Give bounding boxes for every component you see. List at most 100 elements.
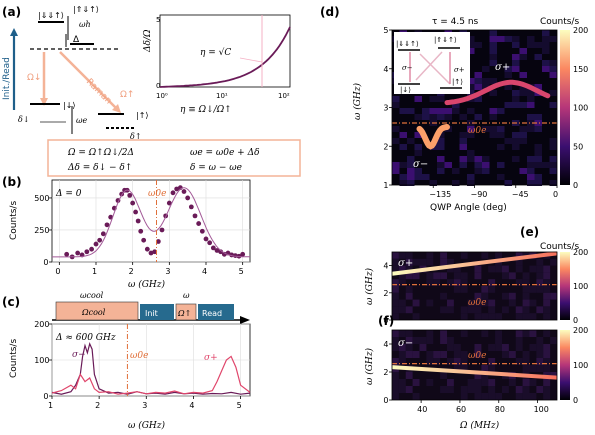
panel-d-noise-cell	[474, 114, 482, 120]
panel-f-noise-cell	[550, 337, 557, 344]
panel-b-point	[144, 246, 150, 252]
panel-d-cbar-tick: 0	[573, 181, 578, 190]
panel-f-noise-cell	[426, 358, 434, 365]
panel-d-noise-cell	[497, 174, 505, 180]
panel-e-noise-cell	[543, 279, 551, 286]
panel-f-plot: σ− ω0e ω (GHz) Ω (MHz) 40 60 80 100 0 2 4 0 10…	[364, 326, 588, 431]
panel-e-noise-cell	[522, 279, 530, 286]
panel-d-ylabel: ω (GHz)	[352, 83, 363, 120]
panel-d-noise-cell	[392, 96, 400, 102]
panel-d-noise-cell	[534, 144, 542, 150]
panel-d-noise-cell	[527, 180, 535, 186]
seq-read-block	[198, 304, 234, 320]
panel-d-noise-cell	[452, 168, 460, 174]
panel-d-noise-cell	[452, 108, 460, 114]
panel-d-cbar-tick: 150	[573, 65, 588, 74]
panel-d-xlabel: QWP Angle (deg)	[430, 203, 507, 213]
panel-e-ytick-label: 0	[383, 316, 388, 325]
panel-d-noise-cell	[519, 126, 527, 132]
panel-f-noise-cell	[474, 386, 482, 393]
panel-d-noise-cell	[489, 126, 497, 132]
panel-f-noise-cell	[502, 386, 509, 393]
panel-e-noise-cell	[522, 299, 530, 307]
panel-d-noise-cell	[549, 180, 557, 186]
init-read-label: Init./Read	[2, 57, 12, 100]
panel-d-noise-cell	[437, 168, 445, 174]
eq-delta-delta: Δδ = δ↓ − δ↑	[67, 163, 132, 173]
panel-d-noise-cell	[489, 108, 497, 114]
panel-b-point	[89, 246, 94, 252]
eq-omega-e: ωe = ω0e + Δδ	[190, 148, 260, 158]
panel-f-ytick-label: 4	[383, 340, 388, 349]
panel-b-point	[93, 241, 99, 247]
panel-e-noise-cell	[474, 306, 482, 314]
panel-f-noise-cell	[412, 351, 420, 358]
panel-d-noise-cell	[519, 102, 527, 108]
panel-d-noise-cell	[407, 108, 415, 114]
panel-e-noise-cell	[453, 272, 461, 280]
panel-d-ytick-label: 2	[383, 142, 388, 151]
panel-d-noise-cell	[422, 174, 430, 180]
panel-e-trace	[391, 251, 558, 276]
panel-f-noise-cell	[440, 386, 447, 393]
panel-f-noise-cell	[529, 365, 537, 372]
panel-d-cbar-tick: 100	[573, 104, 588, 113]
panel-d-noise-cell	[399, 108, 407, 114]
inset-annotation: η = √C	[200, 47, 231, 58]
panel-f-noise-cell	[392, 386, 399, 393]
panel-f-noise-cell	[522, 358, 530, 365]
panel-f-xlabel: Ω (MHz)	[459, 420, 500, 431]
panel-e-sigma: σ+	[398, 258, 413, 269]
panel-b-annotation: Δ = 0	[55, 189, 82, 199]
panel-f-noise-cell	[543, 365, 551, 372]
panel-d-noise-cell	[467, 174, 475, 180]
panel-f-xtick-label: 60	[456, 405, 466, 414]
panel-d-noise-cell	[512, 102, 520, 108]
panel-e-noise-cell	[536, 258, 544, 266]
panel-d-xtick-label: −135	[429, 190, 451, 199]
panel-d-noise-cell	[527, 156, 535, 162]
inset-ylabel: Δδ/Ω	[143, 29, 153, 53]
panel-d-noise-cell	[542, 42, 550, 48]
panel-f-noise-cell	[474, 351, 482, 358]
panel-e-noise-cell	[536, 265, 544, 273]
panel-e-noise-cell	[508, 299, 516, 307]
panel-d-noise-cell	[512, 144, 520, 150]
panel-e-noise-cell	[419, 258, 427, 266]
panel-e-noise-cell	[460, 272, 468, 280]
panel-d-noise-cell	[407, 168, 415, 174]
panel-e-noise-cell	[543, 292, 551, 300]
panel-c-ytick-label: 200	[34, 320, 49, 329]
panel-f-noise-cell	[508, 379, 516, 386]
seq-init-block	[140, 304, 174, 320]
panel-d-noise-cell	[549, 90, 557, 96]
delta-up-label: δ↑	[130, 132, 142, 141]
panel-d-noise-cell	[437, 96, 445, 102]
panel-f-noise-cell	[515, 393, 523, 400]
panel-d-noise-cell	[534, 150, 542, 156]
eq-delta: δ = ω − ωe	[190, 163, 242, 173]
panel-f-noise-cell	[460, 358, 468, 365]
panel-d-noise-cell	[534, 54, 542, 60]
panel-d-noise-cell	[459, 144, 467, 150]
panel-e-noise-cell	[502, 265, 509, 273]
panel-e-ylabel: ω (GHz)	[364, 268, 375, 305]
panel-c-xlabel: ω (GHz)	[128, 420, 165, 431]
panel-f-noise-cell	[447, 358, 454, 365]
panel-d-noise-cell	[407, 138, 415, 144]
panel-d-noise-cell	[512, 138, 520, 144]
panel-f-noise-cell	[474, 372, 482, 379]
panel-d-noise-cell	[429, 108, 437, 114]
panel-e-noise-cell	[405, 286, 413, 293]
panel-b-point	[155, 239, 161, 244]
panel-f-ylabel: ω (GHz)	[364, 348, 375, 385]
panel-e-noise-cell	[522, 286, 530, 293]
panel-e-noise-cell	[405, 258, 413, 266]
panel-e-noise-cell	[412, 272, 420, 280]
panel-f-noise-cell	[522, 379, 530, 386]
panel-f-colorbar	[560, 330, 570, 400]
panel-d-noise-cell	[399, 162, 407, 168]
panel-d-noise-cell	[534, 84, 542, 90]
panel-f-noise-cell	[543, 386, 551, 393]
